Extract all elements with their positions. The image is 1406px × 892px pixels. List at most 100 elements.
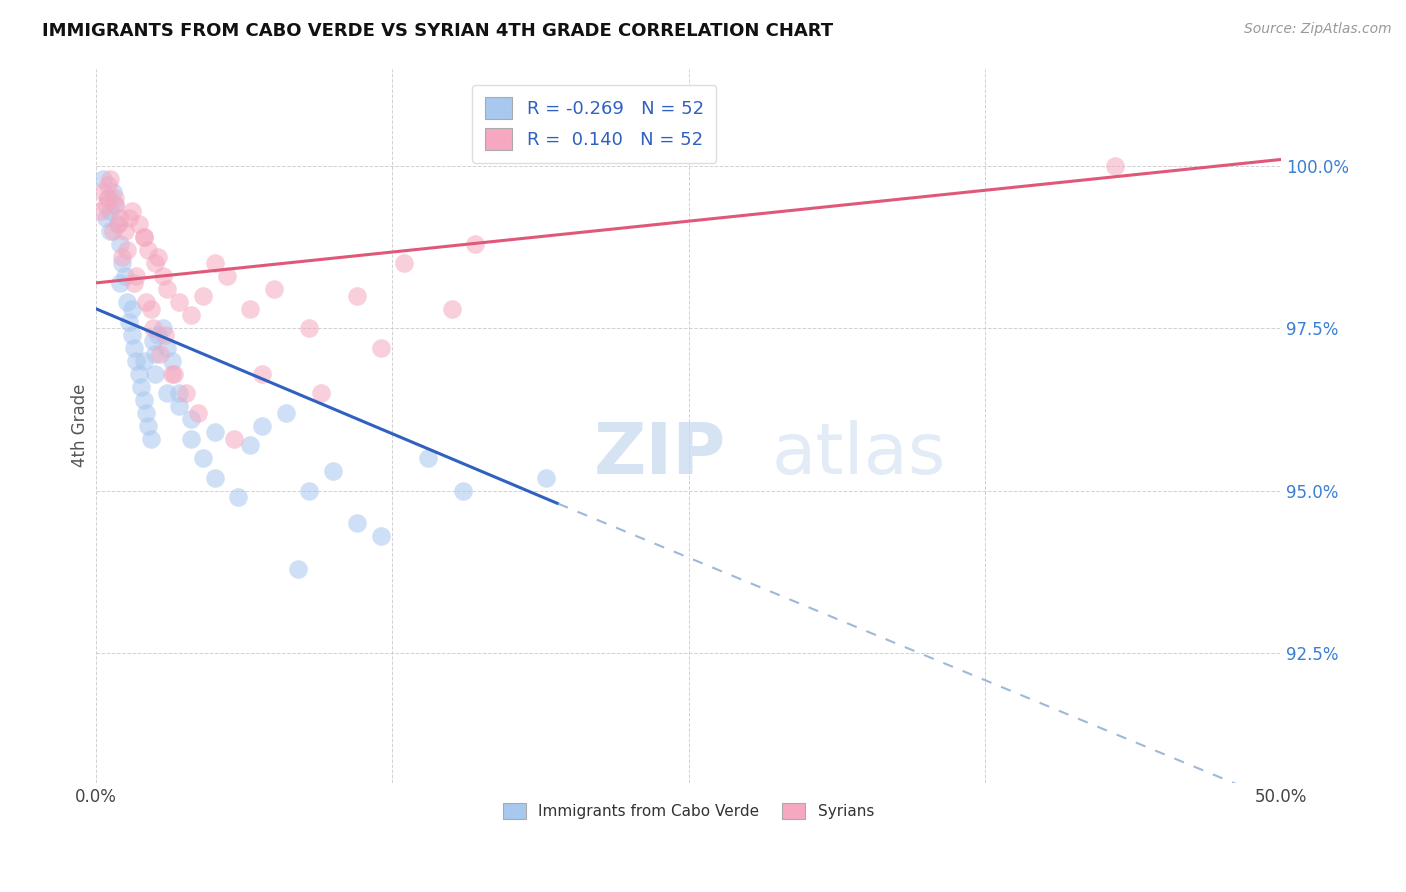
- Point: [163, 367, 186, 381]
- Point: [239, 301, 262, 316]
- Point: [122, 276, 145, 290]
- Point: [108, 211, 131, 225]
- Point: [142, 321, 165, 335]
- Point: [121, 301, 143, 316]
- Point: [104, 191, 127, 205]
- Point: [263, 282, 285, 296]
- Text: ZIP: ZIP: [593, 420, 725, 489]
- Point: [132, 392, 155, 407]
- Point: [298, 321, 321, 335]
- Point: [180, 309, 202, 323]
- Point: [118, 315, 141, 329]
- Point: [90, 204, 112, 219]
- Point: [142, 334, 165, 349]
- Point: [108, 236, 131, 251]
- Point: [215, 269, 238, 284]
- Point: [139, 301, 162, 316]
- Point: [104, 198, 127, 212]
- Point: [191, 451, 214, 466]
- Point: [107, 218, 129, 232]
- Point: [121, 204, 143, 219]
- Point: [135, 295, 157, 310]
- Point: [104, 198, 127, 212]
- Point: [228, 490, 250, 504]
- Point: [394, 256, 416, 270]
- Point: [118, 211, 141, 225]
- Point: [160, 354, 183, 368]
- Point: [160, 367, 183, 381]
- Point: [167, 399, 190, 413]
- Point: [250, 418, 273, 433]
- Point: [156, 282, 179, 296]
- Point: [97, 178, 120, 193]
- Point: [101, 185, 124, 199]
- Point: [149, 347, 172, 361]
- Point: [416, 451, 439, 466]
- Point: [370, 529, 392, 543]
- Point: [156, 341, 179, 355]
- Point: [108, 276, 131, 290]
- Point: [191, 289, 214, 303]
- Point: [174, 386, 197, 401]
- Point: [311, 386, 333, 401]
- Point: [114, 269, 136, 284]
- Point: [121, 327, 143, 342]
- Point: [125, 354, 148, 368]
- Point: [222, 432, 245, 446]
- Point: [204, 256, 226, 270]
- Point: [139, 432, 162, 446]
- Point: [114, 224, 136, 238]
- Point: [156, 386, 179, 401]
- Point: [167, 295, 190, 310]
- Point: [132, 230, 155, 244]
- Point: [204, 425, 226, 440]
- Point: [115, 244, 138, 258]
- Point: [100, 224, 122, 238]
- Point: [250, 367, 273, 381]
- Legend: Immigrants from Cabo Verde, Syrians: Immigrants from Cabo Verde, Syrians: [498, 797, 880, 825]
- Point: [128, 367, 150, 381]
- Point: [146, 250, 169, 264]
- Point: [180, 432, 202, 446]
- Point: [322, 464, 344, 478]
- Point: [145, 256, 167, 270]
- Text: Source: ZipAtlas.com: Source: ZipAtlas.com: [1244, 22, 1392, 37]
- Y-axis label: 4th Grade: 4th Grade: [72, 384, 89, 467]
- Point: [187, 406, 209, 420]
- Point: [129, 380, 152, 394]
- Point: [536, 471, 558, 485]
- Point: [180, 412, 202, 426]
- Point: [125, 269, 148, 284]
- Point: [146, 327, 169, 342]
- Point: [153, 327, 176, 342]
- Point: [101, 224, 124, 238]
- Point: [287, 562, 309, 576]
- Point: [100, 172, 122, 186]
- Point: [111, 250, 134, 264]
- Point: [91, 185, 114, 199]
- Point: [453, 483, 475, 498]
- Point: [100, 204, 122, 219]
- Point: [145, 367, 167, 381]
- Point: [1104, 159, 1126, 173]
- Point: [204, 471, 226, 485]
- Text: IMMIGRANTS FROM CABO VERDE VS SYRIAN 4TH GRADE CORRELATION CHART: IMMIGRANTS FROM CABO VERDE VS SYRIAN 4TH…: [42, 22, 834, 40]
- Point: [111, 256, 134, 270]
- Point: [346, 516, 368, 531]
- Point: [115, 295, 138, 310]
- Point: [128, 218, 150, 232]
- Point: [135, 406, 157, 420]
- Point: [122, 341, 145, 355]
- Point: [152, 269, 174, 284]
- Point: [136, 418, 159, 433]
- Point: [464, 236, 486, 251]
- Point: [167, 386, 190, 401]
- Point: [145, 347, 167, 361]
- Point: [132, 230, 155, 244]
- Point: [94, 198, 117, 212]
- Text: atlas: atlas: [772, 420, 946, 489]
- Point: [97, 191, 120, 205]
- Point: [298, 483, 321, 498]
- Point: [346, 289, 368, 303]
- Point: [91, 172, 114, 186]
